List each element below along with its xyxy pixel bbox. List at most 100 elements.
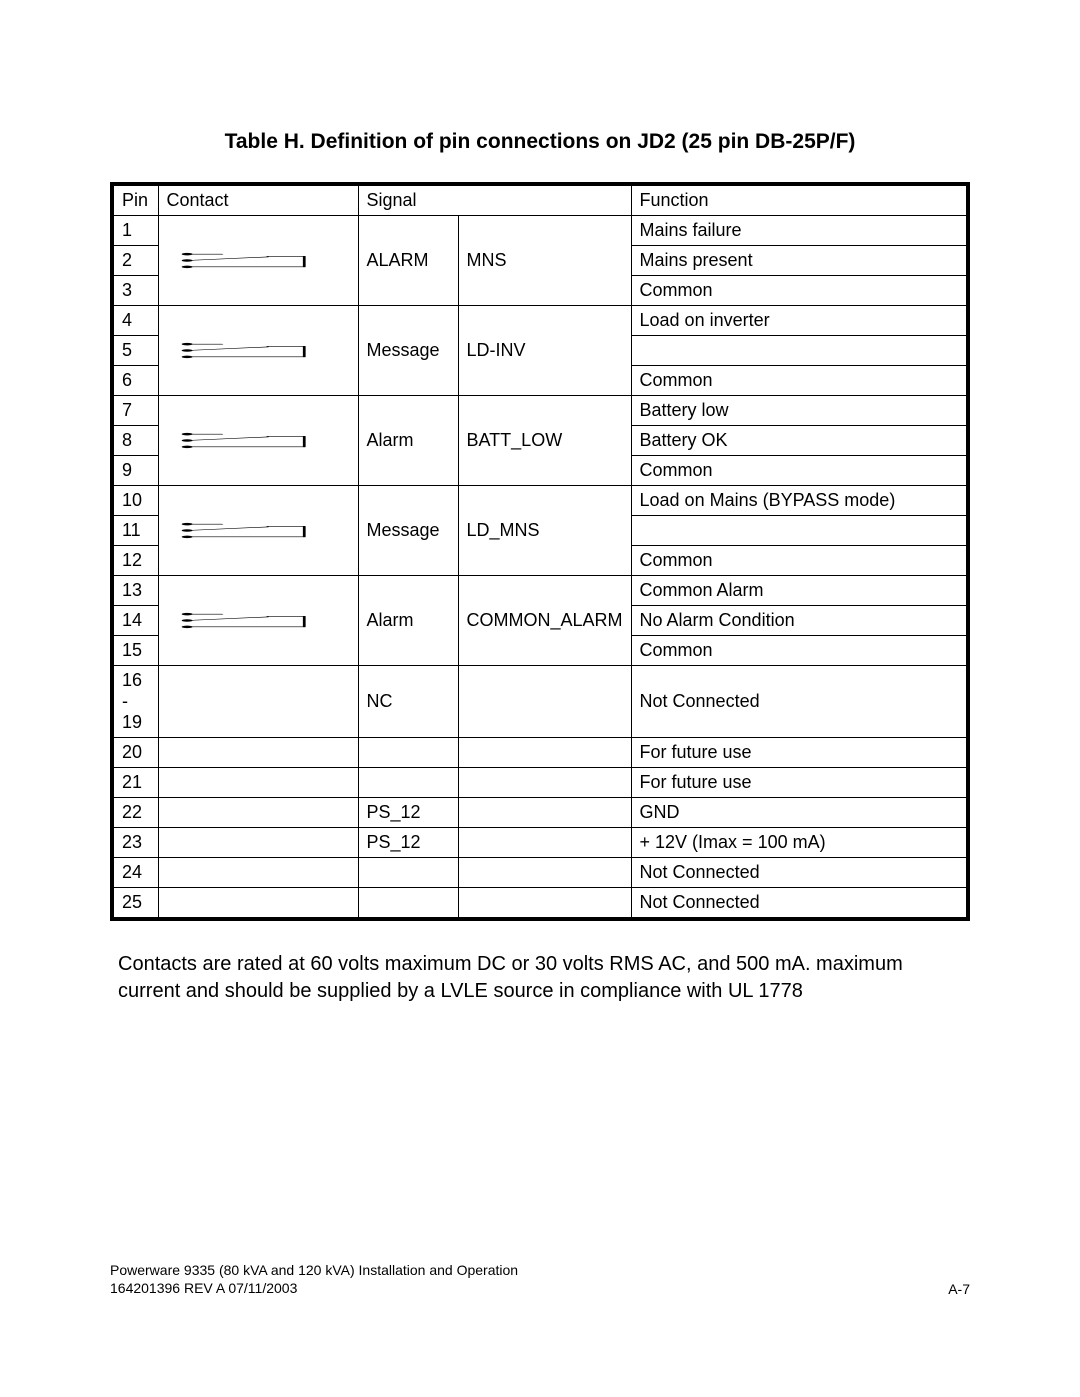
pin-cell: 16-19 bbox=[112, 666, 158, 738]
table-row: 7 Alarm BATT_LOW Battery low bbox=[112, 396, 968, 426]
signal-name-cell bbox=[458, 768, 631, 798]
table-row: 23 PS_12 + 12V (Imax = 100 mA) bbox=[112, 828, 968, 858]
signal-name-cell bbox=[458, 798, 631, 828]
signal-name-cell bbox=[458, 666, 631, 738]
pin-cell: 15 bbox=[112, 636, 158, 666]
function-cell bbox=[631, 336, 968, 366]
function-cell: Common bbox=[631, 366, 968, 396]
signal-type-cell: Message bbox=[358, 486, 458, 576]
pin-cell: 23 bbox=[112, 828, 158, 858]
signal-name-cell bbox=[458, 888, 631, 920]
table-row: 24 Not Connected bbox=[112, 858, 968, 888]
contact-diagram bbox=[158, 306, 358, 396]
contact-diagram bbox=[158, 216, 358, 306]
header-contact: Contact bbox=[158, 184, 358, 216]
page-footer: Powerware 9335 (80 kVA and 120 kVA) Inst… bbox=[110, 1261, 970, 1297]
contact-cell-empty bbox=[158, 858, 358, 888]
contact-cell-empty bbox=[158, 738, 358, 768]
contact-cell-empty bbox=[158, 888, 358, 920]
pin-cell: 24 bbox=[112, 858, 158, 888]
table-row: 21 For future use bbox=[112, 768, 968, 798]
contact-cell-empty bbox=[158, 798, 358, 828]
footer-page-number: A-7 bbox=[948, 1281, 970, 1297]
table-row: 4 Message LD-INV Load on inverter bbox=[112, 306, 968, 336]
function-cell bbox=[631, 516, 968, 546]
signal-type-cell: PS_12 bbox=[358, 798, 458, 828]
footer-line2: 164201396 REV A 07/11/2003 bbox=[110, 1279, 518, 1297]
rating-note: Contacts are rated at 60 volts maximum D… bbox=[118, 951, 962, 1005]
signal-type-cell: Message bbox=[358, 306, 458, 396]
pin-cell: 11 bbox=[112, 516, 158, 546]
contact-cell-empty bbox=[158, 828, 358, 858]
pin-cell: 12 bbox=[112, 546, 158, 576]
contact-diagram bbox=[158, 396, 358, 486]
signal-name-cell bbox=[458, 738, 631, 768]
pin-cell: 8 bbox=[112, 426, 158, 456]
pin-cell: 7 bbox=[112, 396, 158, 426]
function-cell: Common bbox=[631, 636, 968, 666]
pin-cell: 5 bbox=[112, 336, 158, 366]
pin-cell: 21 bbox=[112, 768, 158, 798]
pin-cell: 13 bbox=[112, 576, 158, 606]
function-cell: No Alarm Condition bbox=[631, 606, 968, 636]
function-cell: Mains failure bbox=[631, 216, 968, 246]
table-title: Table H. Definition of pin connections o… bbox=[110, 130, 970, 154]
function-cell: Battery low bbox=[631, 396, 968, 426]
function-cell: Common bbox=[631, 456, 968, 486]
signal-type-cell: PS_12 bbox=[358, 828, 458, 858]
pin-cell: 3 bbox=[112, 276, 158, 306]
table-row: 1 ALARM MNS Mains failure bbox=[112, 216, 968, 246]
signal-type-cell bbox=[358, 738, 458, 768]
contact-cell-empty bbox=[158, 768, 358, 798]
table-row: 10 Message LD_MNS Load on Mains (BYPASS … bbox=[112, 486, 968, 516]
contact-diagram bbox=[158, 486, 358, 576]
pin-cell: 4 bbox=[112, 306, 158, 336]
signal-type-cell: Alarm bbox=[358, 396, 458, 486]
signal-type-cell bbox=[358, 888, 458, 920]
signal-type-cell: Alarm bbox=[358, 576, 458, 666]
signal-name-cell: BATT_LOW bbox=[458, 396, 631, 486]
signal-name-cell: MNS bbox=[458, 216, 631, 306]
pin-cell: 22 bbox=[112, 798, 158, 828]
pin-cell: 25 bbox=[112, 888, 158, 920]
function-cell: Not Connected bbox=[631, 888, 968, 920]
signal-type-cell: ALARM bbox=[358, 216, 458, 306]
signal-type-cell bbox=[358, 768, 458, 798]
table-row: 16-19 NC Not Connected bbox=[112, 666, 968, 738]
function-cell: + 12V (Imax = 100 mA) bbox=[631, 828, 968, 858]
function-cell: Not Connected bbox=[631, 858, 968, 888]
function-cell: GND bbox=[631, 798, 968, 828]
function-cell: For future use bbox=[631, 738, 968, 768]
table-row: 25 Not Connected bbox=[112, 888, 968, 920]
contact-diagram bbox=[158, 576, 358, 666]
signal-name-cell: LD-INV bbox=[458, 306, 631, 396]
pin-cell: 20 bbox=[112, 738, 158, 768]
table-row: 13 Alarm COMMON_ALARM Common Alarm bbox=[112, 576, 968, 606]
function-cell: Load on inverter bbox=[631, 306, 968, 336]
header-pin: Pin bbox=[112, 184, 158, 216]
footer-line1: Powerware 9335 (80 kVA and 120 kVA) Inst… bbox=[110, 1261, 518, 1279]
pin-definition-table: Pin Contact Signal Function 1 ALARM MNS … bbox=[110, 182, 970, 921]
function-cell: Not Connected bbox=[631, 666, 968, 738]
signal-name-cell: COMMON_ALARM bbox=[458, 576, 631, 666]
signal-type-cell: NC bbox=[358, 666, 458, 738]
function-cell: Common Alarm bbox=[631, 576, 968, 606]
function-cell: Load on Mains (BYPASS mode) bbox=[631, 486, 968, 516]
table-row: 22 PS_12 GND bbox=[112, 798, 968, 828]
pin-cell: 14 bbox=[112, 606, 158, 636]
table-header-row: Pin Contact Signal Function bbox=[112, 184, 968, 216]
pin-cell: 9 bbox=[112, 456, 158, 486]
pin-cell: 10 bbox=[112, 486, 158, 516]
function-cell: For future use bbox=[631, 768, 968, 798]
contact-cell-empty bbox=[158, 666, 358, 738]
pin-cell: 1 bbox=[112, 216, 158, 246]
header-function: Function bbox=[631, 184, 968, 216]
signal-type-cell bbox=[358, 858, 458, 888]
signal-name-cell bbox=[458, 858, 631, 888]
header-signal: Signal bbox=[358, 184, 631, 216]
pin-cell: 2 bbox=[112, 246, 158, 276]
function-cell: Battery OK bbox=[631, 426, 968, 456]
function-cell: Common bbox=[631, 546, 968, 576]
pin-cell: 6 bbox=[112, 366, 158, 396]
function-cell: Common bbox=[631, 276, 968, 306]
